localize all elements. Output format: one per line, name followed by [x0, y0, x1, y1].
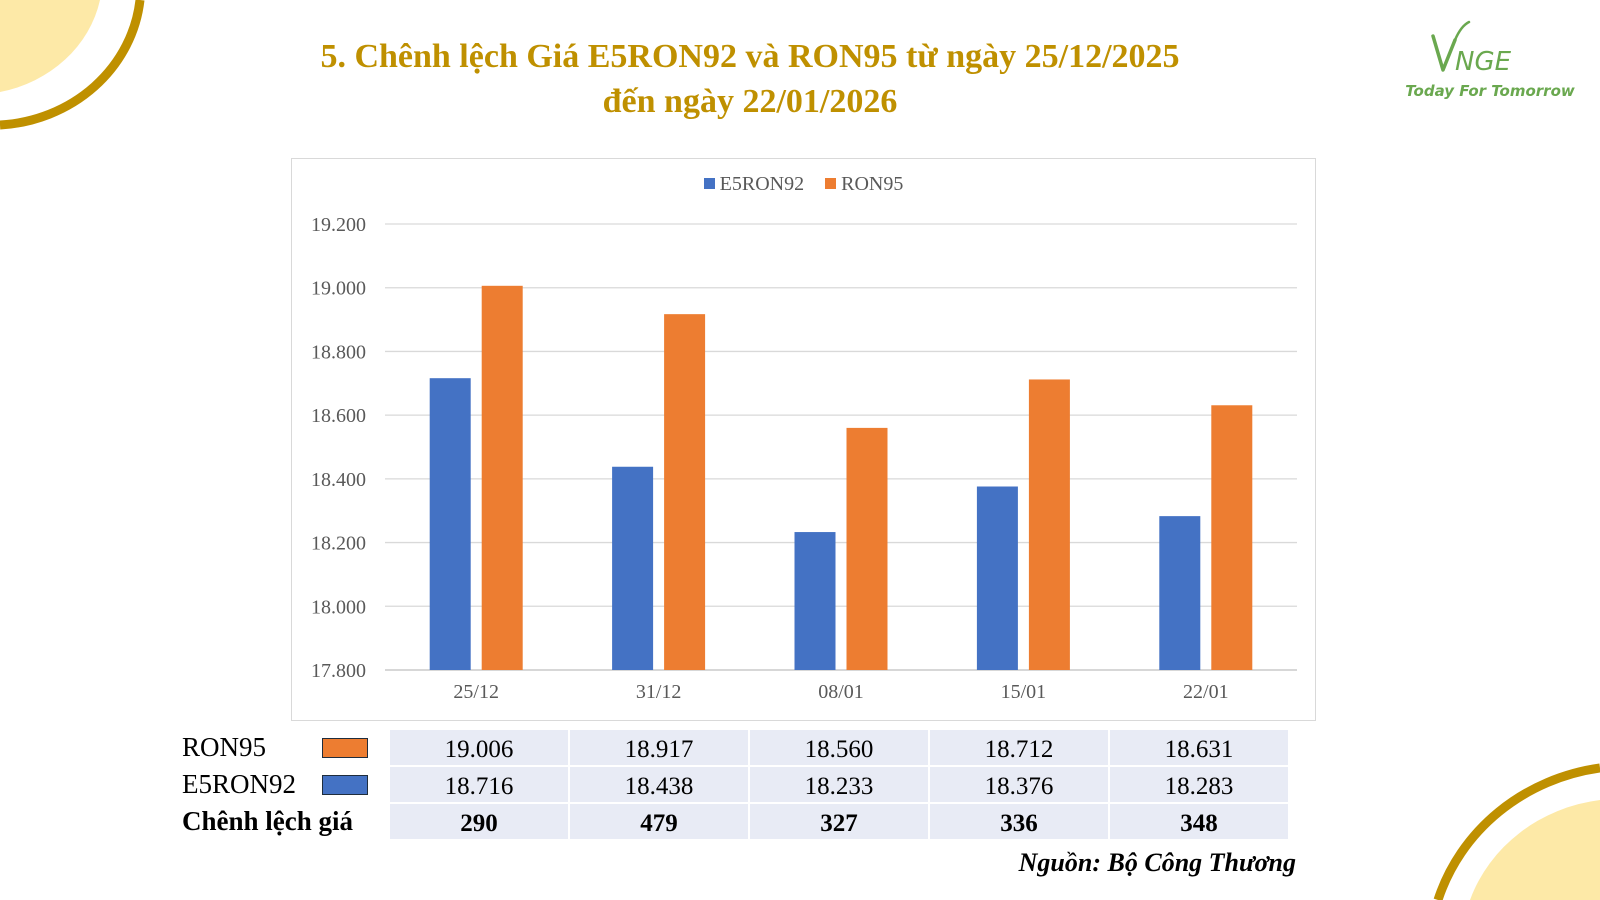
ron95-color-swatch	[322, 738, 368, 758]
x-tick-label: 08/01	[818, 681, 864, 703]
decorative-corner-bottom-right	[1433, 763, 1600, 900]
table-cell: 18.712	[930, 730, 1108, 765]
table-row-ron95: RON95 19.006 18.917 18.560 18.712 18.631	[182, 730, 1288, 765]
x-tick-label: 15/01	[1001, 681, 1047, 703]
chart-legend: E5RON92 RON95	[292, 173, 1315, 196]
x-tick-label: 25/12	[453, 681, 499, 703]
bar-e5ron92	[794, 532, 836, 670]
y-tick-label: 18.600	[311, 405, 366, 427]
legend-item-e5ron92: E5RON92	[703, 173, 805, 196]
bar-ron95	[481, 285, 523, 670]
table-cell: 18.233	[750, 767, 928, 802]
bar-ron95	[846, 427, 888, 670]
page-title-line-2: đến ngày 22/01/2026	[602, 83, 898, 120]
price-table: RON95 19.006 18.917 18.560 18.712 18.631…	[180, 728, 1290, 841]
bar-chart: 17.800 18.000 18.200 18.400 18.600 18.800 19.0…	[311, 214, 1297, 703]
table-cell: 19.006	[390, 730, 568, 765]
logo-tagline: Today For Tomorrow	[1405, 82, 1575, 100]
row-label-text: RON95	[182, 732, 267, 762]
table-cell: 290	[390, 804, 568, 839]
table-cell: 18.716	[390, 767, 568, 802]
legend-label-e5ron92: E5RON92	[719, 173, 805, 195]
table-cell: 18.283	[1110, 767, 1288, 802]
page-title-line-1: 5. Chênh lệch Giá E5RON92 và RON95 từ ng…	[320, 38, 1180, 75]
legend-swatch-ron95	[825, 178, 837, 189]
bar-ron95	[1211, 405, 1253, 670]
y-tick-label: 18.000	[311, 596, 366, 618]
chart-area: 17.800 18.000 18.200 18.400 18.600 18.800 19.0…	[291, 158, 1316, 721]
y-tick-label: 19.200	[311, 214, 366, 236]
table-cell: 348	[1110, 804, 1288, 839]
x-tick-label: 31/12	[636, 681, 682, 703]
page-title: 5. Chênh lệch Giá E5RON92 và RON95 từ ng…	[200, 34, 1300, 124]
y-tick-label: 19.000	[311, 278, 366, 300]
y-tick-label: 18.800	[311, 341, 366, 363]
table-cell: 336	[930, 804, 1108, 839]
legend-swatch-e5ron92	[703, 178, 715, 189]
bar-ron95	[664, 314, 706, 670]
table-cell: 18.560	[750, 730, 928, 765]
table-row-price-difference: Chênh lệch giá 290 479 327 336 348	[182, 804, 1288, 839]
row-label-e5ron92: E5RON92	[182, 767, 388, 802]
vnge-logo-mark: NGE	[1431, 20, 1512, 77]
e5ron92-color-swatch	[322, 775, 368, 795]
table-cell: 18.917	[570, 730, 748, 765]
row-label-ron95: RON95	[182, 730, 388, 765]
bar-e5ron92	[976, 486, 1018, 670]
table-cell: 18.438	[570, 767, 748, 802]
bar-e5ron92	[429, 378, 471, 670]
table-cell: 327	[750, 804, 928, 839]
x-tick-label: 22/01	[1183, 681, 1229, 703]
vnge-logo: NGE Today For Tomorrow	[1395, 18, 1585, 100]
y-tick-label: 18.400	[311, 469, 366, 491]
table-cell: 18.376	[930, 767, 1108, 802]
row-label-price-difference: Chênh lệch giá	[182, 806, 354, 836]
y-tick-label: 18.200	[311, 533, 366, 555]
source-note: Nguồn: Bộ Công Thương	[1018, 848, 1296, 877]
bar-e5ron92	[1159, 516, 1201, 670]
legend-item-ron95: RON95	[825, 173, 903, 196]
table-cell: 18.631	[1110, 730, 1288, 765]
table-cell: 479	[570, 804, 748, 839]
bar-ron95	[1028, 379, 1070, 670]
table-row-e5ron92: E5RON92 18.716 18.438 18.233 18.376 18.2…	[182, 767, 1288, 802]
legend-label-ron95: RON95	[841, 173, 904, 195]
svg-text:NGE: NGE	[1455, 47, 1512, 77]
decorative-corner-top-left	[0, 0, 145, 130]
y-tick-label: 17.800	[311, 660, 366, 682]
row-label-text: E5RON92	[182, 769, 296, 799]
bar-e5ron92	[612, 466, 654, 670]
